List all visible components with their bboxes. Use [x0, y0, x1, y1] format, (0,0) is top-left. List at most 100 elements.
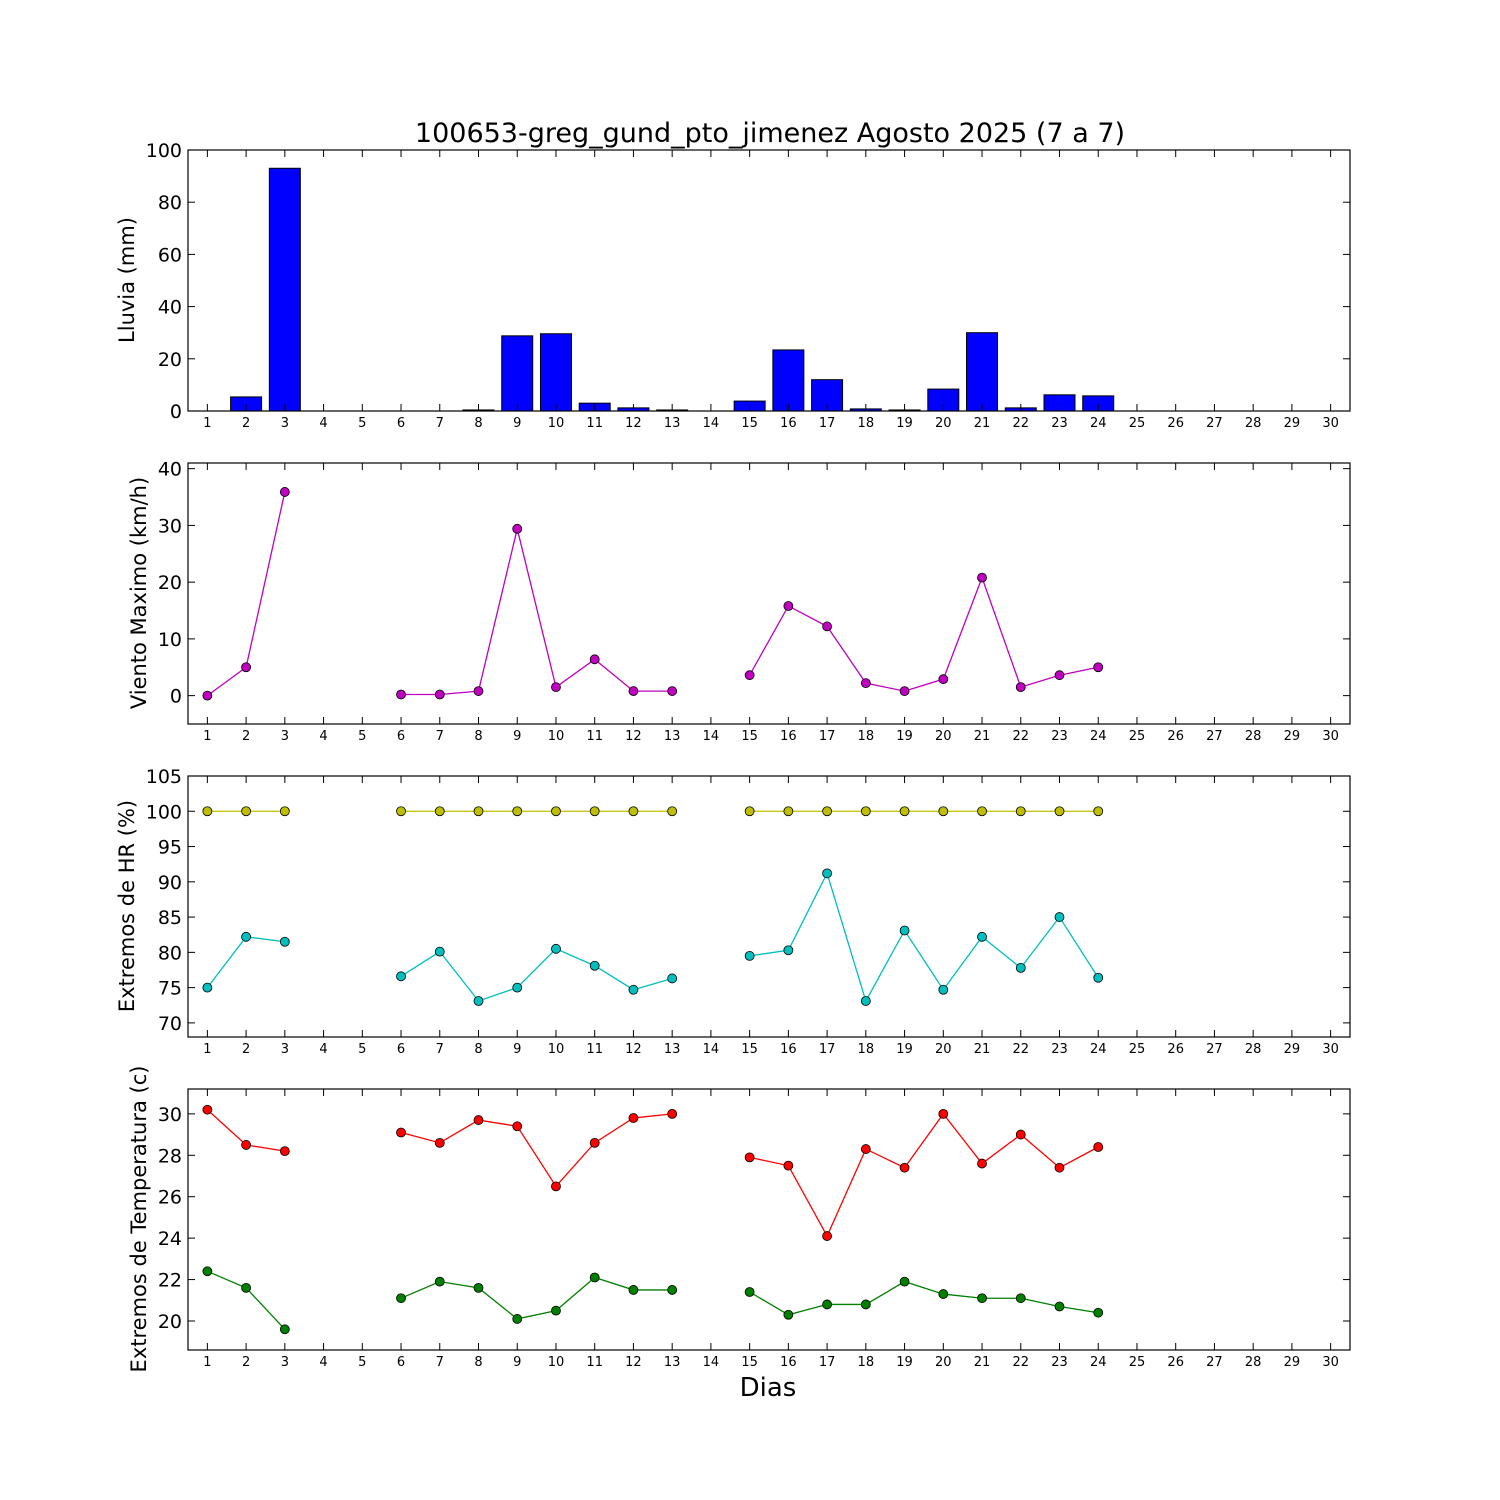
xtick-label: 22: [1012, 416, 1029, 431]
series-1-point-day-24: [1093, 1307, 1104, 1318]
xtick-label: 4: [319, 1355, 327, 1370]
xtick-label: 19: [896, 416, 913, 431]
series-0-line: [749, 1112, 1099, 1238]
ytick-label: 22: [158, 1270, 182, 1292]
series-0-point-day-23: [1054, 1162, 1065, 1173]
series-1-line: [206, 936, 285, 989]
xtick-label: 23: [1051, 1042, 1068, 1057]
series-1-point-day-17: [822, 1299, 832, 1310]
series-0-point-day-10: [551, 682, 561, 693]
series-1-point-day-15: [744, 950, 755, 961]
series-0-point-day-21: [977, 1158, 987, 1169]
ytick-label: 26: [158, 1187, 182, 1209]
series-1-point-day-2: [241, 931, 252, 942]
series-0-point-day-22: [1015, 682, 1026, 693]
xtick-label: 17: [819, 729, 836, 744]
series-1-point-day-7: [434, 1276, 445, 1287]
xtick-label: 7: [436, 729, 444, 744]
series-0-point-day-10: [551, 1181, 561, 1192]
series-0-point-day-16: [783, 806, 794, 817]
xtick-label: 16: [780, 729, 797, 744]
series-0-point-day-13: [667, 806, 678, 817]
series-0-point-day-15: [744, 806, 755, 817]
series-0-point-day-20: [938, 806, 949, 817]
xtick-label: 17: [819, 1355, 836, 1370]
series-0-point-day-20: [938, 674, 949, 685]
xtick-label: 11: [586, 1355, 603, 1370]
series-0-point-day-8: [473, 686, 484, 696]
xtick-label: 9: [513, 1355, 521, 1370]
xtick-label: 14: [703, 1355, 720, 1370]
series-0-point-day-7: [434, 1137, 445, 1148]
series-1-point-day-24: [1093, 972, 1104, 983]
xtick-label: 23: [1051, 416, 1068, 431]
xtick-label: 29: [1284, 416, 1301, 431]
series-0-point-day-24: [1093, 1142, 1104, 1152]
plot-frame: [187, 462, 1351, 725]
xtick-label: 3: [281, 1042, 289, 1057]
ytick-label: 28: [158, 1145, 182, 1167]
series-0-point-day-22: [1015, 806, 1026, 817]
xtick-label: 28: [1245, 1355, 1262, 1370]
series-0-line: [400, 1113, 673, 1188]
xtick-label: 1: [203, 1355, 211, 1370]
temperature-ylabel: Extremos de Temperatura (c): [127, 1066, 151, 1373]
series-0-point-day-7: [434, 689, 445, 700]
series-0-point-day-10: [551, 806, 561, 817]
xtick-label: 6: [397, 1355, 405, 1370]
rain-ylabel: Lluvia (mm): [115, 217, 139, 343]
xtick-label: 2: [242, 1355, 250, 1370]
xtick-label: 12: [625, 1042, 642, 1057]
series-1-point-day-3: [279, 936, 290, 947]
series-0-point-day-1: [202, 806, 213, 817]
xtick-label: 25: [1129, 1042, 1146, 1057]
xtick-label: 20: [935, 1355, 952, 1370]
xtick-label: 18: [858, 729, 875, 744]
series-1-point-day-21: [977, 931, 987, 942]
series-0-point-day-18: [860, 1144, 871, 1154]
ytick-label: 85: [158, 907, 182, 929]
series-0-point-day-23: [1054, 806, 1065, 817]
xtick-label: 13: [664, 416, 681, 431]
xtick-label: 16: [780, 1042, 797, 1057]
xtick-label: 21: [974, 1042, 991, 1057]
xtick-label: 12: [625, 416, 642, 431]
ytick-label: 30: [158, 1104, 182, 1126]
series-0-point-day-3: [279, 1146, 290, 1157]
plot-frame: [187, 775, 1351, 1038]
xtick-label: 15: [741, 729, 758, 744]
xtick-label: 10: [548, 1042, 565, 1057]
series-0-point-day-18: [860, 678, 871, 689]
xtick-label: 19: [896, 1042, 913, 1057]
xtick-label: 29: [1284, 729, 1301, 744]
xtick-label: 17: [819, 416, 836, 431]
series-1-point-day-19: [899, 925, 910, 936]
series-0-point-day-21: [977, 806, 987, 817]
xtick-label: 25: [1129, 729, 1146, 744]
ytick-label: 105: [146, 766, 182, 788]
xtick-label: 7: [436, 1355, 444, 1370]
xtick-label: 18: [858, 1355, 875, 1370]
xtick-label: 22: [1012, 1355, 1029, 1370]
xtick-label: 5: [358, 416, 366, 431]
xtick-label: 10: [548, 1355, 565, 1370]
xtick-label: 11: [586, 1042, 603, 1057]
series-0-point-day-3: [279, 487, 290, 497]
series-1-point-day-16: [783, 945, 794, 956]
ytick-label: 95: [158, 837, 182, 859]
series-1-point-day-20: [938, 984, 949, 995]
ytick-label: 80: [158, 192, 182, 214]
series-0-point-day-19: [899, 686, 910, 696]
series-1-point-day-10: [551, 943, 561, 954]
rain-bar-day-21: [966, 332, 999, 412]
xtick-label: 5: [358, 1042, 366, 1057]
ytick-label: 0: [170, 686, 182, 708]
series-0-point-day-2: [241, 806, 252, 817]
series-1-point-day-21: [977, 1293, 987, 1304]
series-1-point-day-18: [860, 1299, 871, 1310]
series-0-point-day-17: [822, 806, 832, 817]
xtick-label: 24: [1090, 1042, 1107, 1057]
series-1-point-day-8: [473, 996, 484, 1006]
